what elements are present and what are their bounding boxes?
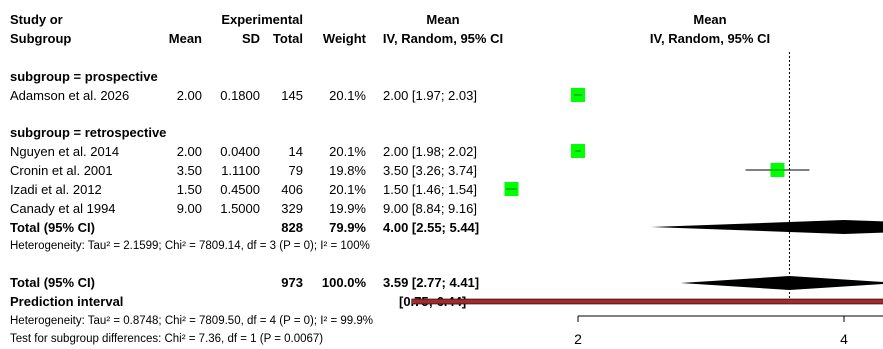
subgroup-total-ci: 4.00 [2.55; 5.44] — [383, 220, 479, 235]
study-name: Adamson et al. 2026 — [10, 88, 129, 103]
subgroup-label: subgroup = prospective — [10, 69, 158, 84]
study-sd: 0.4500 — [220, 182, 260, 197]
prediction-interval-bar — [411, 298, 883, 305]
subgroup-heterogeneity: Heterogeneity: Tau² = 2.1599; Chi² = 780… — [10, 240, 370, 252]
header-study-bottom: Subgroup — [10, 31, 71, 46]
header-effect-bottom: IV, Random, 95% CI — [383, 31, 503, 46]
overall-total-n: 973 — [281, 275, 303, 290]
header-plot-top: Mean — [693, 12, 726, 27]
study-name: Canady et al 1994 — [10, 201, 116, 216]
overall-heterogeneity: Heterogeneity: Tau² = 0.8748; Chi² = 780… — [10, 315, 373, 327]
header-total: Total — [273, 31, 303, 46]
header-weight: Weight — [323, 31, 367, 46]
study-name: Cronin et al. 2001 — [10, 163, 113, 178]
study-weight: 20.1% — [329, 182, 366, 197]
study-total: 145 — [281, 88, 303, 103]
study-mean: 2.00 — [177, 88, 202, 103]
study-sd: 1.5000 — [220, 201, 260, 216]
study-ci: 9.00 [8.84; 9.16] — [383, 201, 477, 216]
header-experimental: Experimental — [221, 12, 303, 27]
x-axis-tick-label: 4 — [840, 331, 848, 347]
header-mean: Mean — [169, 31, 202, 46]
study-ci: 2.00 [1.97; 2.03] — [383, 88, 477, 103]
overall-total-label: Total (95% CI) — [10, 275, 95, 290]
header-effect-top: Mean — [426, 12, 459, 27]
overall-total-weight: 100.0% — [322, 275, 367, 290]
study-weight: 19.9% — [329, 201, 366, 216]
subgroup-total-n: 828 — [281, 220, 303, 235]
study-mean: 3.50 — [177, 163, 202, 178]
subgroup-differences-test: Test for subgroup differences: Chi² = 7.… — [10, 333, 323, 345]
study-ci: 3.50 [3.26; 3.74] — [383, 163, 477, 178]
study-sd: 0.1800 — [220, 88, 260, 103]
subgroup-label: subgroup = retrospective — [10, 125, 166, 140]
study-total: 406 — [281, 182, 303, 197]
study-sd: 1.1100 — [221, 163, 260, 178]
study-mean: 9.00 — [177, 201, 202, 216]
subgroup-diamond — [651, 220, 883, 234]
study-name: Izadi et al. 2012 — [10, 182, 102, 197]
study-ci: 2.00 [1.98; 2.02] — [383, 144, 477, 159]
x-axis-tick-label: 2 — [574, 331, 582, 347]
study-mean: 2.00 — [177, 144, 202, 159]
overall-total-ci: 3.59 [2.77; 4.41] — [383, 275, 479, 290]
subgroup-total-label: Total (95% CI) — [10, 220, 95, 235]
study-name: Nguyen et al. 2014 — [10, 144, 119, 159]
header-plot-bottom: IV, Random, 95% CI — [650, 31, 770, 46]
study-mean: 1.50 — [177, 182, 202, 197]
plot-area: 2468 — [411, 52, 883, 347]
study-total: 14 — [289, 144, 303, 159]
study-ci: 1.50 [1.46; 1.54] — [383, 182, 477, 197]
study-weight: 20.1% — [329, 144, 366, 159]
study-weight: 20.1% — [329, 88, 366, 103]
study-total: 79 — [289, 163, 303, 178]
subgroup-total-weight: 79.9% — [329, 220, 366, 235]
study-total: 329 — [281, 201, 303, 216]
header-study-top: Study or — [10, 12, 63, 27]
prediction-interval-label: Prediction interval — [10, 294, 123, 309]
overall-diamond — [680, 276, 883, 290]
header-sd: SD — [242, 31, 260, 46]
study-weight: 19.8% — [329, 163, 366, 178]
study-sd: 0.0400 — [220, 144, 260, 159]
